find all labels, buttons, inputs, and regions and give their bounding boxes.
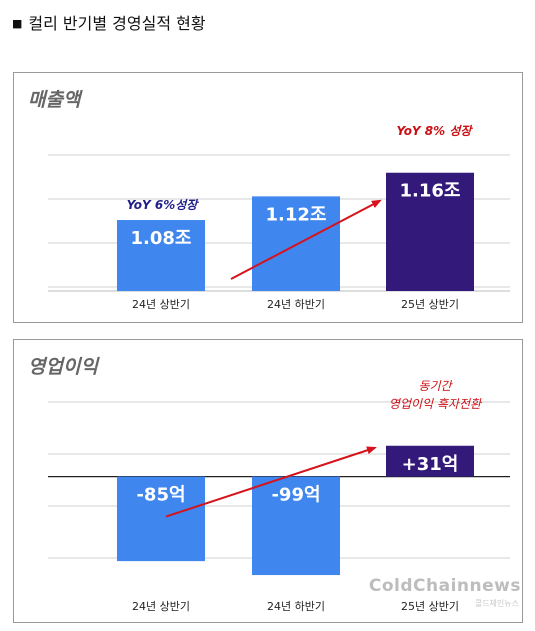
category-label-2: 24년 하반기 <box>267 297 325 311</box>
data-label-2: -99억 <box>271 485 320 506</box>
category-label-1: 24년 상반기 <box>132 298 190 311</box>
bar-1 <box>117 220 205 291</box>
category-label-2: 24년 하반기 <box>267 599 325 613</box>
annotation-1: YoY 6%성장 <box>127 198 200 212</box>
bullet-square-icon: ■ <box>12 17 23 30</box>
data-label-2: 1.12조 <box>266 204 327 225</box>
page-title-text: 컬리 반기별 경영실적 현황 <box>28 14 206 33</box>
bar-2 <box>252 476 340 576</box>
category-label-3: 25년 상반기 <box>401 600 459 613</box>
category-label-3: 25년 상반기 <box>401 298 459 311</box>
data-label-3: +31억 <box>402 454 459 475</box>
revenue-chart-panel: 매출액 1.08조 24년 상반기 1.12조 24년 하반기 1.16조 25년 상반기… <box>13 72 523 323</box>
bar-2 <box>252 196 340 291</box>
bar-3 <box>386 172 474 291</box>
annotation-1: 동기간 <box>418 379 453 393</box>
annotation-2: YoY 8% 성장 <box>397 124 474 138</box>
watermark-logo: ColdChainnews <box>368 576 521 596</box>
data-label-3: 1.16조 <box>400 181 461 202</box>
data-label-1: 1.08조 <box>131 228 192 249</box>
revenue-chart: 1.08조 24년 상반기 1.12조 24년 하반기 1.16조 25년 상반기 YoY … <box>48 124 510 311</box>
bar-1 <box>117 476 205 562</box>
annotation-2: 영업이익 흑자전환 <box>389 397 483 411</box>
watermark-subtitle: 콜드체인뉴스 <box>474 599 519 608</box>
bar-3 <box>386 445 474 477</box>
trend-arrow <box>230 199 382 280</box>
data-label-1: -85억 <box>136 485 185 506</box>
page-title: ■ 컬리 반기별 경영실적 현황 <box>12 10 206 34</box>
trend-arrow <box>165 446 377 518</box>
category-label-1: 24년 상반기 <box>132 600 190 613</box>
revenue-chart-title: 매출액 <box>28 89 81 111</box>
operating-profit-chart-panel: 영업이익 -85억 24년 상반기 -99억 24년 하반기 +31억 25년 상반기 동기… <box>13 339 523 623</box>
operating-profit-chart-title: 영업이익 <box>28 356 98 378</box>
operating-profit-chart: -85억 24년 상반기 -99억 24년 하반기 +31억 25년 상반기 동기간영업이익… <box>48 379 510 613</box>
